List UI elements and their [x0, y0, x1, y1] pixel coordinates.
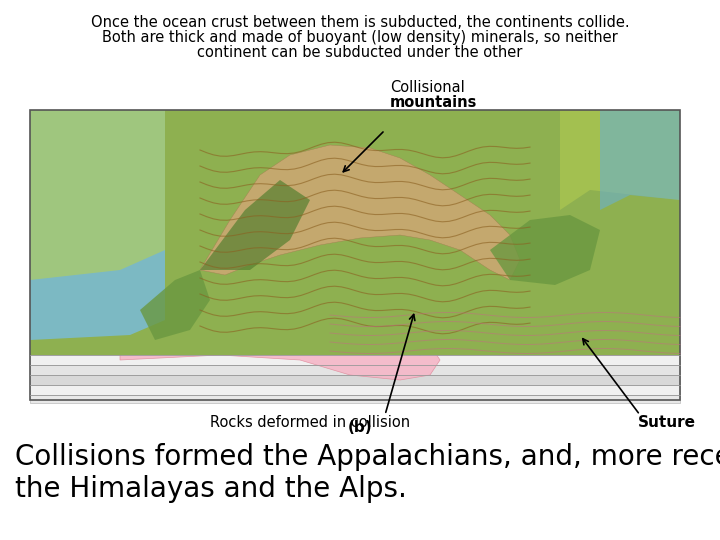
Text: Once the ocean crust between them is subducted, the continents collide.: Once the ocean crust between them is sub…: [91, 15, 629, 30]
Text: Both are thick and made of buoyant (low density) minerals, so neither: Both are thick and made of buoyant (low …: [102, 30, 618, 45]
Polygon shape: [600, 110, 680, 210]
Polygon shape: [490, 215, 600, 285]
Text: continent can be subducted under the other: continent can be subducted under the oth…: [197, 45, 523, 60]
Polygon shape: [30, 395, 680, 403]
Polygon shape: [200, 180, 310, 270]
Polygon shape: [388, 240, 430, 355]
Text: Rocks deformed in collision: Rocks deformed in collision: [210, 415, 410, 430]
Polygon shape: [30, 375, 680, 385]
Polygon shape: [30, 365, 680, 375]
Text: the Himalayas and the Alps.: the Himalayas and the Alps.: [15, 475, 407, 503]
Text: Collisional: Collisional: [390, 80, 464, 95]
Polygon shape: [30, 110, 165, 340]
Text: Collisions formed the Appalachians, and, more recently,: Collisions formed the Appalachians, and,…: [15, 443, 720, 471]
Polygon shape: [140, 270, 210, 340]
Polygon shape: [30, 385, 680, 395]
Text: (b): (b): [348, 420, 372, 435]
Polygon shape: [30, 110, 680, 355]
Polygon shape: [200, 145, 520, 280]
Polygon shape: [430, 295, 680, 355]
Text: mountains: mountains: [390, 95, 477, 110]
Polygon shape: [120, 325, 440, 380]
Polygon shape: [30, 110, 165, 280]
Text: Suture: Suture: [638, 415, 696, 430]
Polygon shape: [560, 110, 680, 210]
Polygon shape: [30, 355, 680, 365]
